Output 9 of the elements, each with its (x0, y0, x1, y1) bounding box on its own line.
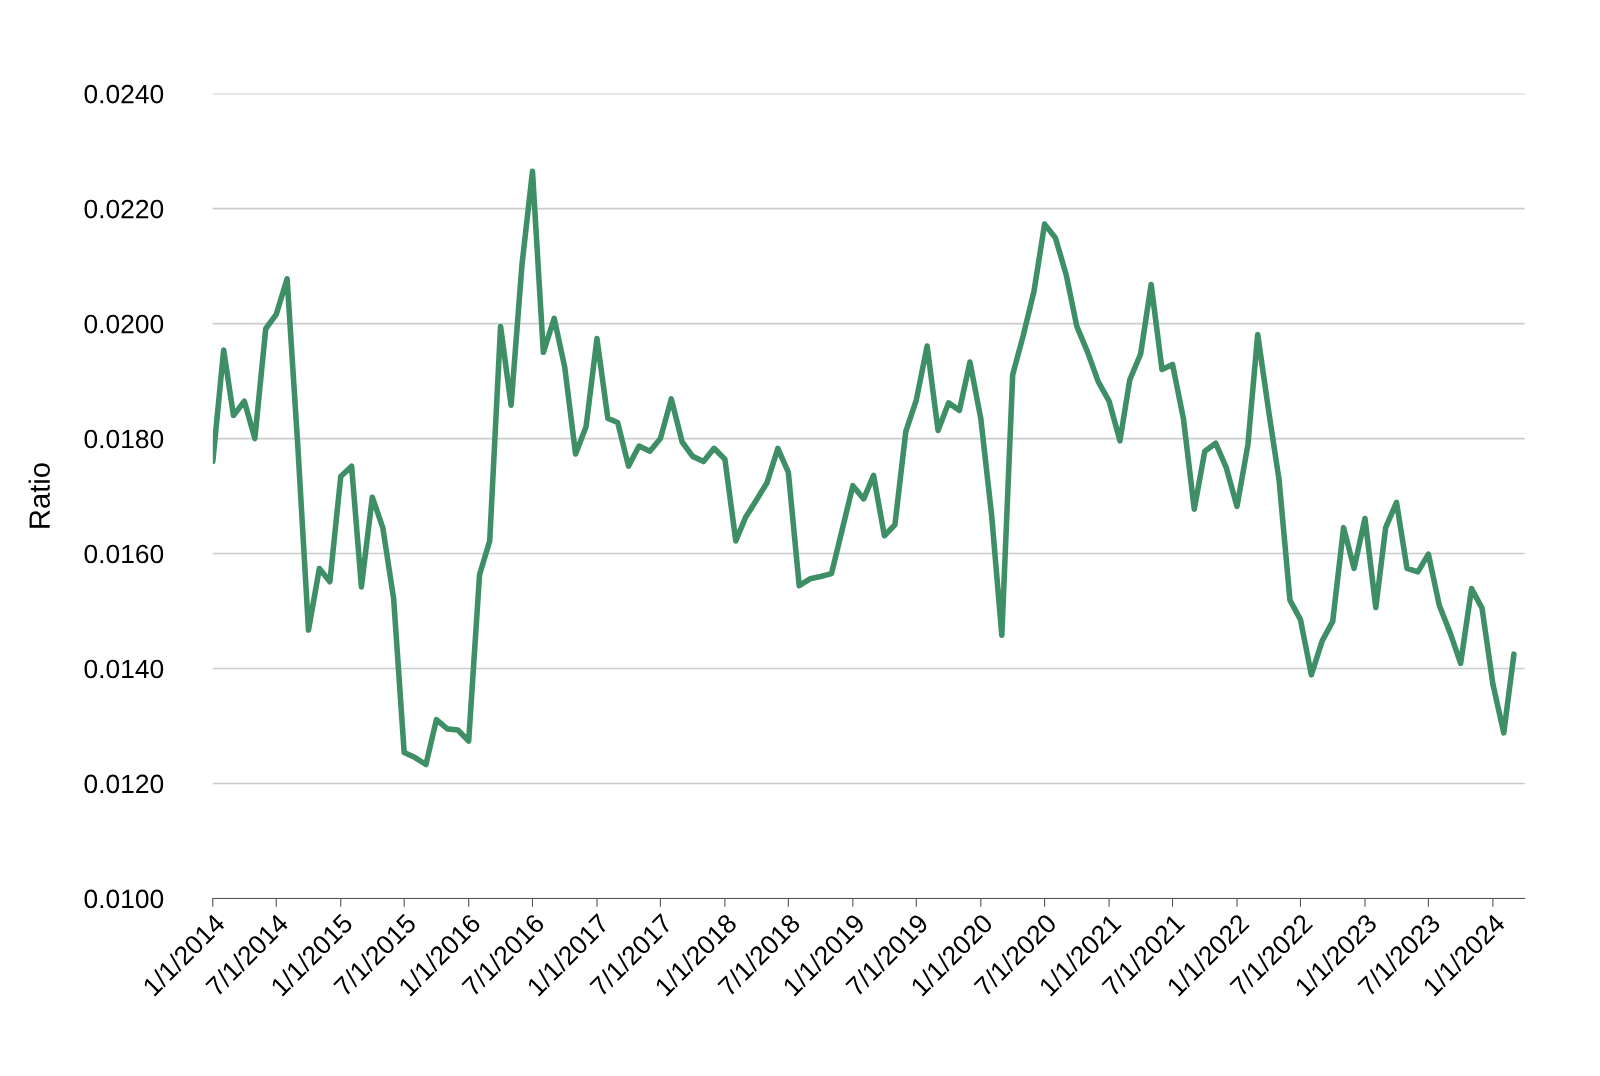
y-tick-label: 0.0100 (84, 889, 164, 909)
y-tick-label: 0.0160 (84, 544, 164, 564)
y-tick-label: 0.0240 (84, 84, 164, 104)
y-tick-label: 0.0220 (84, 199, 164, 219)
y-tick-label: 0.0140 (84, 659, 164, 679)
y-axis-title: Ratio (28, 463, 50, 528)
y-tick-label: 0.0200 (84, 314, 164, 334)
y-tick-label: 0.0180 (84, 429, 164, 449)
y-tick-label: 0.0120 (84, 774, 164, 794)
